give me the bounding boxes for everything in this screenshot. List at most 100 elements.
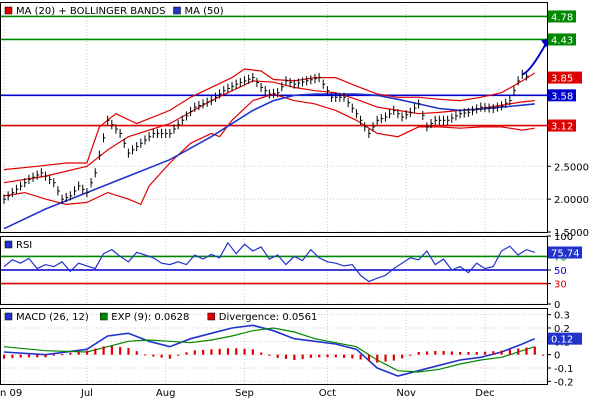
divergence-bar [409, 354, 412, 356]
divergence-bar [500, 350, 503, 355]
divergence-bar [359, 354, 362, 360]
divergence-bar [193, 350, 196, 355]
legend-label: RSI [16, 240, 32, 251]
divergence-bar [301, 354, 304, 359]
divergence-bar [177, 354, 180, 356]
divergence-bar [235, 348, 238, 355]
divergence-bar [160, 354, 163, 358]
legend-swatch [207, 312, 216, 321]
divergence-bar [127, 348, 130, 355]
legend-swatch [4, 6, 13, 15]
divergence-bar [185, 352, 188, 355]
divergence-bar [342, 354, 346, 358]
series-line [3, 93, 535, 230]
legend-swatch [100, 312, 108, 321]
divergence-bar [135, 351, 138, 355]
divergence-bar [542, 354, 545, 356]
legend-swatch [173, 6, 181, 15]
divergence-bar [425, 351, 429, 355]
series-line [3, 68, 536, 171]
divergence-bar [19, 354, 22, 358]
legend-swatch [4, 240, 13, 249]
divergence-bar [102, 346, 105, 355]
divergence-bar [334, 354, 337, 358]
divergence-bar [168, 354, 172, 359]
divergence-bar [293, 354, 296, 360]
divergence-bar [226, 348, 230, 355]
divergence-bar [94, 348, 97, 355]
divergence-bar [442, 350, 445, 355]
divergence-bar [376, 354, 379, 363]
value-tag [548, 71, 582, 84]
labels-layer: n 09 Jul Aug Sep Oct Nov Dec 1.5000 2.0000 2.5000… [0, 6, 589, 399]
x-tick-label: Sep [235, 388, 254, 399]
level-tag-label: 3.58 [551, 91, 573, 102]
divergence-bar [260, 352, 263, 355]
divergence-bar [475, 352, 478, 355]
y-tick-label: -0.1 [554, 364, 574, 375]
series-line [3, 93, 535, 206]
x-tick-label: Aug [156, 388, 176, 399]
divergence-bar [384, 354, 387, 362]
divergence-bar [351, 354, 354, 359]
series-line [3, 241, 535, 283]
value-tag-label: 0.12 [551, 335, 573, 346]
series-line [3, 324, 536, 377]
level-label: 30 [554, 280, 567, 291]
value-tag [548, 246, 582, 259]
x-tick-label: n 09 [0, 388, 22, 399]
legend-label: EXP (9): 0.0628 [111, 312, 189, 323]
y-tick-label: 0.2 [554, 324, 570, 335]
divergence-bar [44, 354, 47, 358]
divergence-bar [61, 354, 64, 356]
legend-label: MA (50) [185, 6, 224, 17]
divergence-bar [251, 349, 254, 355]
legend-label: MACD (26, 12) [16, 312, 89, 323]
x-tick-label: Dec [475, 388, 494, 399]
value-tag-label: 75.74 [551, 248, 580, 259]
divergence-bar [392, 354, 395, 361]
value-tag-label: 3.85 [551, 74, 573, 85]
divergence-bar [210, 349, 213, 355]
divergence-bar [492, 351, 495, 355]
divergence-bar [467, 352, 470, 355]
y-tick-label: 0.3 [554, 311, 570, 322]
divergence-bar [367, 354, 371, 362]
divergence-bar [483, 351, 487, 355]
legend-label: Divergence: 0.0561 [219, 312, 318, 323]
level-tag [548, 10, 576, 23]
level-tag [548, 89, 576, 102]
divergence-bar [202, 349, 205, 355]
series-layer [3, 38, 551, 377]
divergence-bar [27, 354, 31, 358]
series-line [3, 327, 535, 373]
divergence-bar [459, 352, 462, 355]
divergence-bar [268, 354, 271, 356]
divergence-bar [218, 348, 221, 355]
legend-label: MA (20) + BOLLINGER BANDS [16, 6, 165, 17]
divergence-bar [11, 354, 14, 359]
x-tick-label: Nov [396, 388, 416, 399]
divergence-bar [3, 354, 6, 359]
divergence-bar [119, 346, 122, 355]
divergence-bar [77, 351, 80, 355]
divergence-bar [143, 354, 147, 356]
level-label: 50 [554, 266, 567, 277]
divergence-bar [525, 347, 528, 355]
y-tick-label: 100 [554, 232, 573, 243]
divergence-bar [434, 350, 437, 355]
divergence-bar [318, 354, 321, 358]
divergence-bar [517, 348, 520, 355]
divergence-bar [276, 354, 279, 358]
panel-frame-price [0, 2, 548, 233]
legend-swatch [4, 312, 13, 321]
divergence-bar [508, 349, 512, 355]
y-tick-label: 1.5000 [554, 228, 589, 239]
divergence-bar [85, 350, 89, 355]
x-tick-label: Oct [319, 388, 336, 399]
divergence-bar [110, 345, 113, 355]
level-tag [548, 119, 576, 132]
divergence-bar [326, 354, 329, 358]
